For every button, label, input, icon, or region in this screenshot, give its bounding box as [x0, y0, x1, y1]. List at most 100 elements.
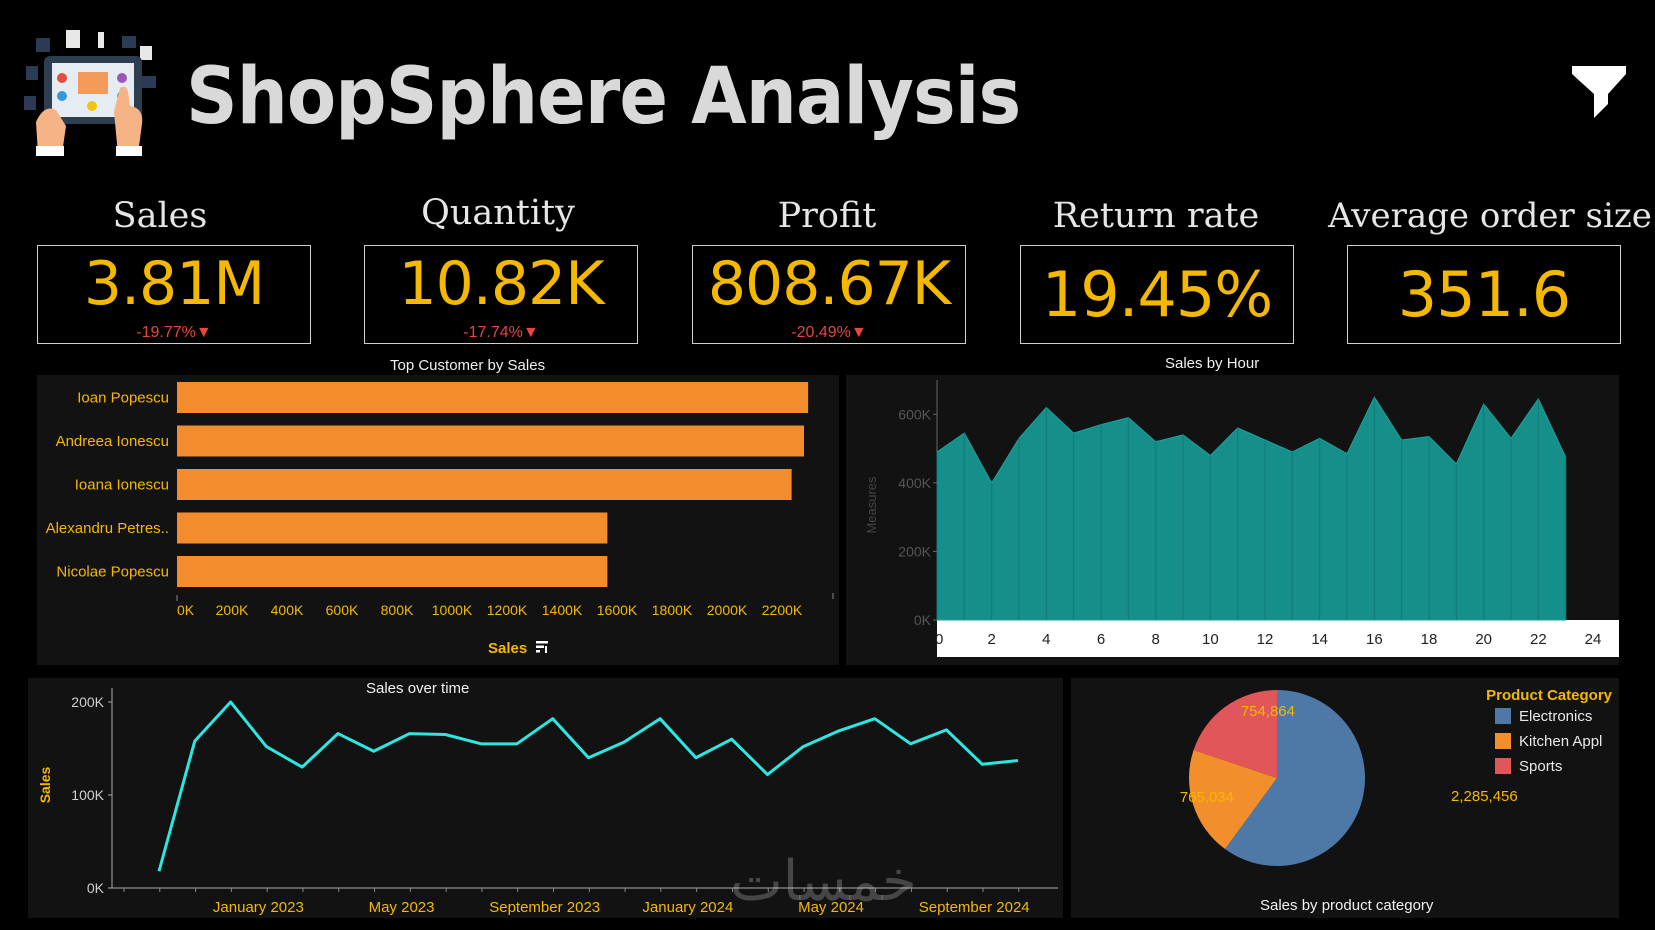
- bar-x-tick-label: 2000K: [707, 602, 748, 618]
- bar-category-label: Alexandru Petres..: [46, 520, 169, 537]
- area-x-tick-label: 22: [1530, 631, 1547, 648]
- area-x-tick-label: 24: [1585, 631, 1602, 648]
- line-x-tick-label: May 2024: [798, 899, 864, 916]
- pie-value-label: 754,864: [1241, 703, 1295, 720]
- area-y-tick-label: 0K: [914, 612, 932, 628]
- kpi-profit-label: Profit: [777, 196, 877, 236]
- bar: [177, 556, 608, 587]
- kpi-profit-value: 808.67K: [707, 249, 951, 319]
- area-x-tick-label: 0: [935, 631, 943, 648]
- bar: [177, 382, 809, 413]
- kpi-sales-label: Sales: [112, 196, 208, 236]
- kpi-avg-order-label: Average order size: [1328, 196, 1652, 236]
- pie-slice-sports: [1193, 690, 1277, 778]
- bar-x-tick-label: 1000K: [432, 602, 473, 618]
- line-x-tick-label: January 2024: [642, 899, 733, 916]
- bar-x-tick-label: 800K: [381, 602, 414, 618]
- line-y-tick-label: 100K: [71, 787, 104, 803]
- pie-legend-swatch: [1495, 758, 1511, 774]
- sales-over-time-panel: [28, 678, 1063, 918]
- area-x-tick-label: 2: [987, 631, 995, 648]
- line-y-tick-label: 0K: [87, 880, 105, 896]
- line-x-tick-label: May 2023: [369, 899, 435, 916]
- sales-over-time-line: [157, 700, 1019, 872]
- bar: [177, 425, 804, 457]
- line-x-tick-label: September 2023: [489, 899, 600, 916]
- area-y-tick-label: 600K: [898, 406, 931, 422]
- line-y-tick-label: 200K: [71, 694, 104, 710]
- top-customer-bar-chart: Ioan Popescu Andreea Ionescu Ioana Ionescu…: [46, 382, 834, 618]
- area-x-tick-label: 12: [1257, 631, 1274, 648]
- bar: [177, 512, 608, 544]
- sales-over-time-line-chart: 0K 100K 200K Sales January 2023 May 2023 Septe…: [37, 688, 1058, 916]
- area-y-tick-label: 200K: [898, 543, 931, 559]
- kpi-avg-order-card: 351.6: [1347, 245, 1621, 344]
- bar-category-label: Nicolae Popescu: [56, 564, 169, 581]
- pie-legend-swatch: [1495, 733, 1511, 749]
- sales-by-hour-title: Sales by Hour: [1165, 355, 1260, 372]
- kpi-avg-order-value: 351.6: [1397, 258, 1572, 331]
- top-customer-title: Top Customer by Sales: [390, 357, 546, 374]
- pie-slice-kitchen-appl: [1189, 749, 1277, 850]
- kpi-quantity-card: 10.82K -17.74%▼: [364, 245, 638, 344]
- bar-category-label: Andreea Ionescu: [56, 433, 169, 450]
- bar-x-tick-label: 1200K: [487, 602, 528, 618]
- bar-x-axis-text: Sales: [488, 640, 528, 657]
- sort-descending-icon[interactable]: [535, 640, 549, 654]
- bar: [177, 469, 792, 500]
- sales-by-hour-area: [936, 396, 1567, 621]
- shopping-tablet-logo-icon: [22, 26, 167, 161]
- area-x-tick-label: 20: [1475, 631, 1492, 648]
- line-x-tick-label: September 2024: [919, 899, 1030, 916]
- kpi-quantity-value: 10.82K: [398, 249, 604, 319]
- sales-over-time-title: Sales over time: [366, 680, 470, 697]
- pie-slice-electronics: [1225, 690, 1365, 866]
- area-x-tick-label: 8: [1151, 631, 1159, 648]
- bar-x-tick-label: 1600K: [597, 602, 638, 618]
- bar-x-tick-label: 200K: [216, 602, 249, 618]
- kpi-sales-card: 3.81M -19.77%▼: [37, 245, 311, 344]
- kpi-return-rate-value: 19.45%: [1041, 258, 1273, 331]
- bar-x-axis-label: Sales: [488, 640, 549, 657]
- area-x-tick-label: 16: [1366, 631, 1383, 648]
- pie-legend-swatch: [1495, 708, 1511, 724]
- kpi-quantity-label: Quantity: [421, 193, 575, 233]
- area-x-tick-label: 6: [1097, 631, 1105, 648]
- x-axis-band: [937, 620, 1619, 657]
- filter-icon[interactable]: [1570, 64, 1628, 120]
- kpi-profit-delta: -20.49%▼: [791, 324, 867, 341]
- watermark: خمسات: [730, 849, 917, 914]
- kpi-return-rate-card: 19.45%: [1020, 245, 1294, 344]
- bar-category-label: Ioana Ionescu: [75, 477, 169, 494]
- bar-x-tick-label: 0K: [177, 602, 195, 618]
- pie-legend-label: Electronics: [1519, 708, 1592, 725]
- pie-legend-label: Sports: [1519, 758, 1562, 775]
- area-x-tick-label: 18: [1421, 631, 1438, 648]
- product-category-title: Sales by product category: [1260, 897, 1434, 914]
- kpi-return-rate-label: Return rate: [1052, 196, 1260, 236]
- bar-x-tick-label: 2200K: [762, 602, 803, 618]
- bar-x-tick-label: 600K: [326, 602, 359, 618]
- pie-value-label: 2,285,456: [1451, 788, 1518, 805]
- area-x-tick-label: 14: [1311, 631, 1328, 648]
- bar-x-tick-label: 1800K: [652, 602, 693, 618]
- bar-x-tick-label: 1400K: [542, 602, 583, 618]
- dashboard-title: ShopSphere Analysis: [186, 52, 1021, 142]
- area-x-tick-label: 4: [1042, 631, 1050, 648]
- area-x-tick-label: 10: [1202, 631, 1219, 648]
- kpi-sales-delta: -19.77%▼: [136, 324, 212, 341]
- bar-category-label: Ioan Popescu: [77, 390, 169, 407]
- kpi-sales-value: 3.81M: [83, 249, 265, 319]
- kpi-profit-card: 808.67K -20.49%▼: [692, 245, 966, 344]
- product-category-pie-chart: 2,285,456 765,034 754,864 Product Category E…: [1180, 687, 1613, 866]
- area-y-axis-label: Measures: [864, 476, 879, 534]
- kpi-quantity-delta: -17.74%▼: [463, 324, 539, 341]
- pie-legend-label: Kitchen Appl: [1519, 733, 1602, 750]
- line-y-axis-label: Sales: [37, 766, 53, 803]
- bar-x-tick-label: 400K: [271, 602, 304, 618]
- area-y-tick-label: 400K: [898, 475, 931, 491]
- pie-legend-title: Product Category: [1486, 687, 1613, 704]
- pie-value-label: 765,034: [1180, 789, 1234, 806]
- line-x-tick-label: January 2023: [213, 899, 304, 916]
